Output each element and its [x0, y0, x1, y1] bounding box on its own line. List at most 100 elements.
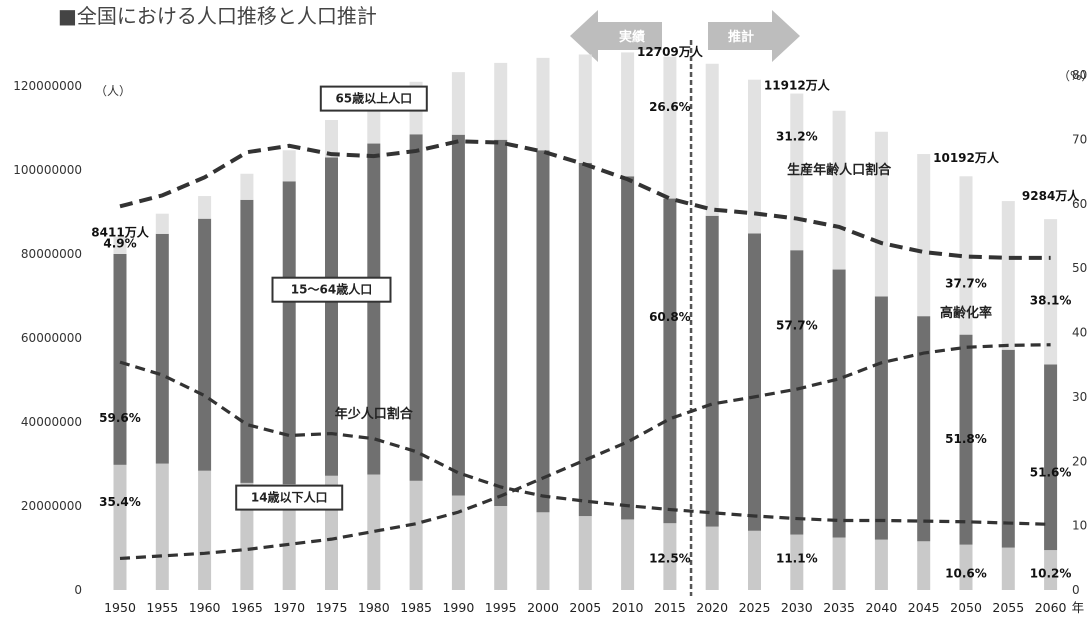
bar-segment — [578, 516, 592, 590]
x-tick-label: 2040 — [865, 600, 897, 615]
bars — [113, 40, 1058, 596]
data-label: 12709万人 — [637, 44, 704, 59]
right-tick-label: 10 — [1072, 519, 1087, 533]
bar-segment — [198, 218, 212, 471]
bar-segment — [494, 506, 508, 590]
data-label: 51.8% — [945, 432, 987, 446]
bar-segment — [874, 131, 888, 297]
ratio-line — [119, 139, 1051, 260]
data-label: 10.6% — [945, 566, 987, 580]
data-label: 59.6% — [99, 411, 141, 425]
bar-segment — [578, 54, 592, 163]
period-arrows: 実績 推計 — [570, 10, 800, 62]
bar-segment — [409, 480, 423, 590]
bar-segment — [621, 519, 635, 590]
series-label-box — [271, 276, 392, 303]
bar-segment — [663, 56, 677, 199]
data-label: 10192万人 — [933, 150, 1000, 165]
actual-arrow-label: 実績 — [619, 29, 645, 45]
series-label: 年少人口割合 — [335, 406, 414, 422]
bar-segment — [832, 269, 846, 538]
x-tick-label: 2000 — [527, 600, 559, 615]
bar-segment — [536, 150, 550, 513]
series-label-box — [235, 484, 344, 511]
data-label: 35.4% — [99, 495, 141, 509]
data-label: 12.5% — [649, 552, 691, 566]
bar-segment — [282, 181, 296, 485]
bar-segment — [917, 316, 931, 542]
bar-segment — [367, 143, 381, 475]
bar-segment — [198, 196, 212, 219]
data-label: 57.7% — [776, 319, 818, 333]
bar-segment — [1001, 547, 1015, 590]
x-tick-label: 2060 — [1035, 600, 1067, 615]
right-tick-label: 50 — [1072, 261, 1087, 275]
bar-segment — [578, 162, 592, 517]
right-tick-label: 60 — [1072, 197, 1087, 211]
left-tick-label: 20000000 — [21, 499, 82, 513]
bar-segment — [282, 150, 296, 182]
x-tick-label: 1980 — [358, 600, 390, 615]
bar-segment — [240, 173, 254, 200]
axes: （人） （%） 0 20000000 40000000 60000000 80000000 1… — [13, 68, 1091, 615]
data-label: 51.6% — [1030, 466, 1072, 480]
left-tick-label: 120000000 — [13, 79, 82, 93]
x-tick-label: 2005 — [569, 600, 601, 615]
x-tick-label: 2030 — [781, 600, 813, 615]
bar-segment — [959, 544, 973, 590]
right-axis-unit: （%） — [1058, 69, 1091, 83]
bar-segment — [1044, 219, 1058, 365]
bar-segment — [113, 254, 127, 465]
bar-segment — [832, 110, 846, 270]
bar-segment — [1001, 349, 1015, 548]
bar-segment — [705, 526, 719, 590]
right-tick-label: 20 — [1072, 454, 1087, 468]
x-tick-label: 1975 — [316, 600, 348, 615]
x-tick-label: 1950 — [104, 600, 136, 615]
bar-segment — [832, 537, 846, 590]
bar-segment — [917, 154, 931, 317]
bar-segment — [790, 534, 804, 590]
data-label: 9284万人 — [1022, 188, 1080, 203]
bar-segment — [663, 198, 677, 524]
bar-segment — [282, 484, 296, 590]
left-tick-label: 100000000 — [13, 163, 82, 177]
x-tick-label: 1970 — [273, 600, 305, 615]
bar-segment — [748, 233, 761, 531]
data-label: 4.9% — [103, 237, 136, 251]
bar-segment — [113, 236, 127, 254]
bar-segment — [451, 495, 465, 590]
x-tick-label: 1965 — [231, 600, 263, 615]
data-label: 11912万人 — [764, 78, 831, 93]
x-tick-label: 2045 — [908, 600, 940, 615]
bar-segment — [748, 530, 761, 590]
bar-segment — [874, 539, 888, 590]
bar-segment — [874, 296, 888, 540]
bar-segment — [705, 63, 719, 216]
projection-arrow-label: 推計 — [728, 29, 754, 45]
bar-segment — [155, 233, 169, 464]
ratio-lines — [119, 139, 1051, 561]
data-label: 60.8% — [649, 310, 691, 324]
bar-segment — [113, 464, 127, 590]
bar-segment — [367, 474, 381, 590]
bar-segment — [790, 93, 804, 251]
data-label: 37.7% — [945, 277, 987, 291]
bar-segment — [917, 541, 931, 590]
bar-segment — [790, 250, 804, 535]
x-tick-label: 2015 — [654, 600, 686, 615]
x-tick-label: 2050 — [950, 600, 982, 615]
bar-segment — [748, 79, 761, 234]
bar-segment — [325, 157, 338, 476]
data-label: 38.1% — [1030, 293, 1072, 307]
bar-segment — [198, 470, 212, 590]
left-tick-label: 0 — [74, 583, 82, 597]
series-label: 14歳以下人口 — [251, 490, 328, 505]
x-tick-label: 1995 — [485, 600, 517, 615]
ratio-line — [119, 343, 1051, 561]
right-tick-label: 0 — [1072, 583, 1080, 597]
data-label: 11.1% — [776, 552, 818, 566]
x-tick-label: 2025 — [739, 600, 771, 615]
bar-segment — [536, 57, 550, 151]
